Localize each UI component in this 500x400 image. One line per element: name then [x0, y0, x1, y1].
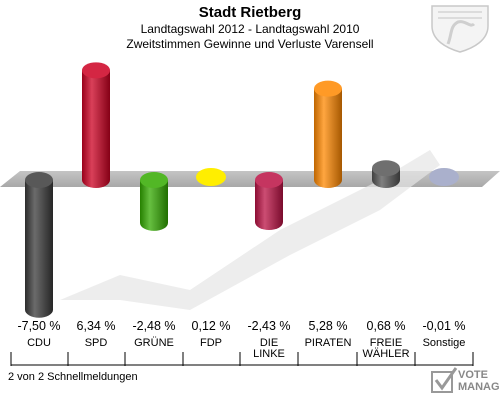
- value-label: 5,28 %: [308, 319, 348, 333]
- value-label: -2,43 %: [247, 319, 291, 333]
- watermark-check: [60, 150, 440, 310]
- vote-manager-logo-icon: [431, 367, 458, 393]
- value-label: -2,48 %: [132, 319, 176, 333]
- brand-line-manager: MANAGER: [458, 381, 500, 393]
- footer-status: 2 von 2 Schnellmeldungen: [8, 371, 138, 383]
- category-label: SPD: [84, 337, 108, 349]
- chart-header: Stadt Rietberg Landtagswahl 2012 - Landt…: [0, 4, 500, 52]
- value-label: -7,50 %: [17, 319, 61, 333]
- bar-fdp: [196, 168, 226, 186]
- brand-line-vote: VOTE: [458, 369, 488, 381]
- chart-subtitle-election: Landtagswahl 2012 - Landtagswahl 2010: [140, 22, 360, 36]
- category-label: CDU: [27, 337, 51, 349]
- category-label: DIE LINKE: [253, 337, 285, 360]
- chart-subtitle-description: Zweitstimmen Gewinne und Verluste Varens…: [126, 37, 374, 51]
- value-label: -0,01 %: [422, 319, 466, 333]
- bar-sonstige: [429, 168, 459, 186]
- bar-freie-wähler: [372, 160, 400, 188]
- bars-group: [25, 62, 459, 318]
- chart-title: Stadt Rietberg: [198, 4, 302, 21]
- brand-wordmark: VOTE MANAGER: [458, 369, 500, 393]
- bar-grüne: [140, 172, 168, 231]
- value-label: 0,68 %: [366, 319, 406, 333]
- category-label: PIRATEN: [304, 337, 352, 349]
- category-label: FREIE WÄHLER: [362, 337, 410, 360]
- value-label: 0,12 %: [191, 319, 231, 333]
- category-label: FDP: [200, 337, 222, 349]
- coat-of-arms-icon: [431, 5, 489, 53]
- category-label: GRÜNE: [134, 337, 174, 349]
- bar-spd: [82, 62, 110, 188]
- bar-die-linke: [255, 172, 283, 231]
- category-label: Sonstige: [422, 337, 466, 349]
- bar-cdu: [25, 172, 53, 318]
- value-label: 6,34 %: [76, 319, 116, 333]
- bar-piraten: [314, 80, 342, 188]
